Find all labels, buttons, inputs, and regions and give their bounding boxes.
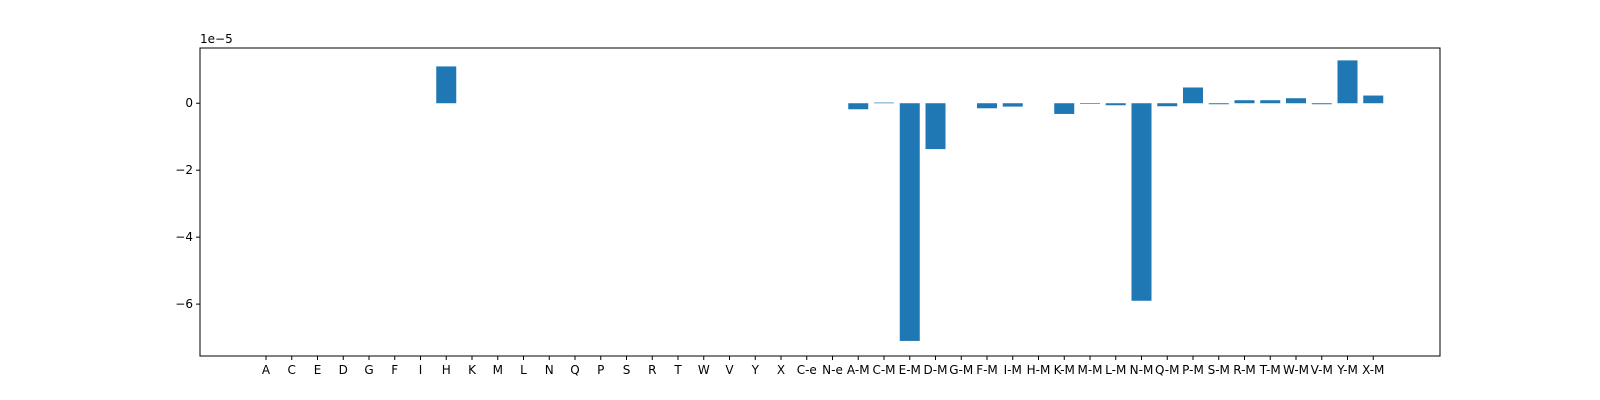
bar-F-M: [977, 103, 997, 109]
x-tick-label: M: [493, 363, 503, 377]
x-tick-label: I-M: [1004, 363, 1022, 377]
bar-M-M: [1080, 103, 1100, 104]
x-tick-label: N: [545, 363, 554, 377]
bar-K-M: [1054, 103, 1075, 114]
x-tick-label: C: [288, 363, 296, 377]
bar-X-M: [1363, 95, 1384, 104]
x-tick-label: W-M: [1283, 363, 1309, 377]
x-tick-label: Y: [751, 363, 760, 377]
x-tick-label: R-M: [1233, 363, 1256, 377]
y-tick-label: −6: [175, 297, 193, 311]
x-tick-label: N-M: [1130, 363, 1154, 377]
bar-E-M: [899, 103, 920, 341]
x-tick-label: E: [314, 363, 322, 377]
x-tick-label: F-M: [976, 363, 998, 377]
x-tick-label: T: [673, 363, 682, 377]
bar-Y-M: [1337, 60, 1358, 104]
bar-V-M: [1311, 103, 1332, 105]
x-tick-label: I: [419, 363, 423, 377]
bar-Q-M: [1157, 103, 1178, 107]
x-tick-label: D-M: [924, 363, 948, 377]
bar-A-M: [848, 103, 869, 110]
bar-H: [436, 66, 457, 104]
bar-L-M: [1105, 103, 1126, 106]
x-tick-label: V: [725, 363, 734, 377]
x-tick-label: Y-M: [1336, 363, 1358, 377]
x-tick-label: H: [442, 363, 451, 377]
x-tick-label: X: [777, 363, 785, 377]
x-tick-label: C-e: [797, 363, 817, 377]
x-tick-label: G: [364, 363, 373, 377]
x-tick-label: X-M: [1362, 363, 1384, 377]
x-tick-label: S-M: [1208, 363, 1230, 377]
x-tick-label: R: [648, 363, 656, 377]
bar-S-M: [1208, 103, 1229, 105]
x-tick-label: M-M: [1077, 363, 1102, 377]
plot-area-frame: [199, 47, 1441, 357]
y-tick-label: 0: [185, 96, 193, 110]
x-tick-label: W: [698, 363, 710, 377]
x-tick-label: S: [623, 363, 631, 377]
x-tick-label: K-M: [1054, 363, 1075, 377]
x-axis: A C E D G F I H K M L N Q P S R T W V Y X C-e N-e A-M C-M E-M D-M G…: [262, 356, 1384, 377]
bar-W-M: [1286, 98, 1306, 104]
x-tick-label: L: [520, 363, 527, 377]
x-tick-label: Q: [570, 363, 579, 377]
x-tick-label: P-M: [1182, 363, 1204, 377]
x-tick-label: A: [262, 363, 271, 377]
bar-T-M: [1260, 100, 1281, 104]
y-tick-label: −2: [175, 163, 193, 177]
x-tick-label: N-e: [822, 363, 843, 377]
y-axis-offset-label: 1e−5: [200, 32, 233, 46]
x-tick-label: H-M: [1027, 363, 1051, 377]
bar-D-M: [925, 103, 946, 150]
x-tick-label: A-M: [847, 363, 870, 377]
y-tick-label: −4: [175, 230, 193, 244]
bar-N-M: [1131, 103, 1152, 301]
x-tick-label: Q-M: [1155, 363, 1179, 377]
x-tick-label: T-M: [1259, 363, 1281, 377]
x-tick-label: P: [597, 363, 604, 377]
bar-C-M: [874, 102, 894, 104]
x-tick-label: K: [468, 363, 477, 377]
bar-P-M: [1183, 87, 1203, 104]
bar-I-M: [1002, 103, 1023, 107]
bar-R-M: [1234, 100, 1255, 104]
x-tick-label: F: [391, 363, 398, 377]
x-tick-label: C-M: [872, 363, 895, 377]
x-tick-label: E-M: [899, 363, 921, 377]
x-tick-label: D: [339, 363, 348, 377]
bars-layer: [436, 60, 1384, 341]
y-axis: 0 −2 −4 −6: [175, 96, 200, 311]
x-tick-label: V-M: [1311, 363, 1333, 377]
x-tick-label: L-M: [1105, 363, 1126, 377]
x-tick-label: G-M: [949, 363, 973, 377]
